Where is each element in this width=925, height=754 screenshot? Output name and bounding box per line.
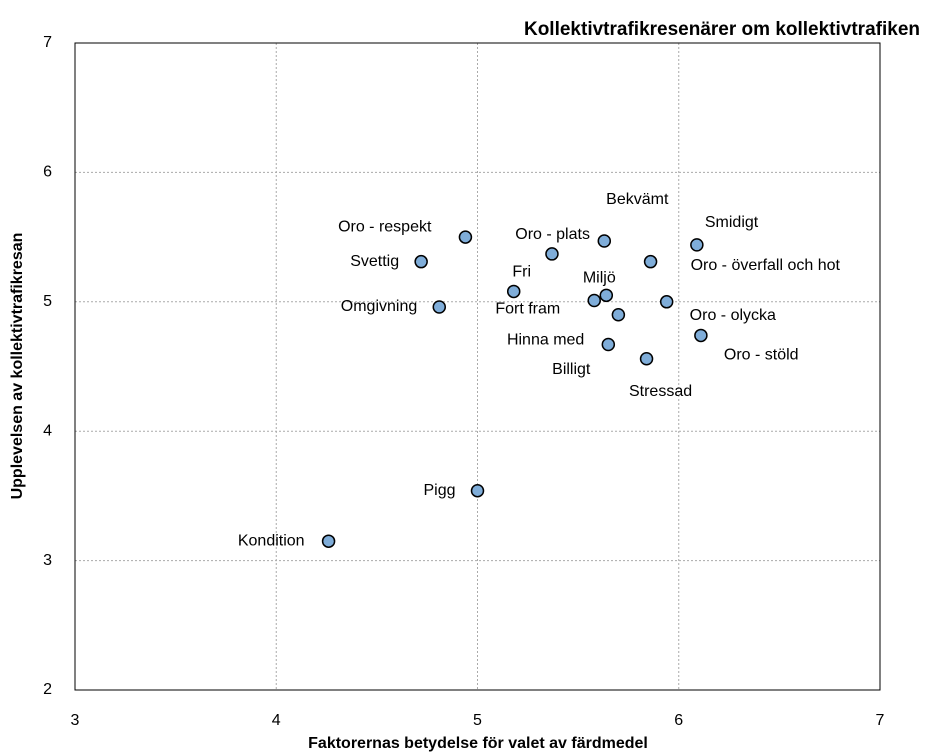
point-label: Oro - olycka: [690, 307, 776, 324]
point-label: Oro - stöld: [724, 347, 799, 364]
point: [432, 300, 447, 314]
point: [690, 238, 704, 252]
point-label: Oro - respekt: [338, 218, 432, 235]
x-tick-label: 4: [272, 712, 281, 729]
point: [639, 351, 654, 366]
y-axis-label: Upplevelsen av kollektivtrafikresan: [9, 233, 26, 500]
point: [694, 328, 708, 343]
y-tick-label: 6: [43, 164, 52, 181]
point-label: Oro - överfall och hot: [691, 257, 841, 274]
point-label: Oro - plats: [515, 226, 590, 243]
point-label: Stressad: [629, 383, 692, 400]
point: [599, 288, 614, 303]
point: [506, 284, 521, 299]
point: [470, 483, 485, 498]
point: [458, 230, 473, 244]
y-tick-label: 4: [43, 422, 52, 439]
point: [659, 295, 674, 309]
point: [587, 293, 601, 308]
x-axis-label: Faktorernas betydelse för valet av färdm…: [308, 735, 648, 752]
point-label: Kondition: [238, 532, 305, 549]
point-label: Billigt: [552, 361, 591, 378]
point: [611, 307, 626, 322]
y-tick-label: 2: [43, 681, 52, 698]
y-tick-label: 7: [43, 34, 52, 51]
y-tick-label: 5: [43, 293, 52, 310]
y-tick-label: 3: [43, 552, 52, 569]
point: [321, 534, 336, 548]
point: [643, 254, 658, 269]
chart-title: Kollektivtrafikresenärer om kollektivtra…: [524, 19, 920, 40]
point: [601, 337, 616, 352]
point-label: Fort fram: [495, 301, 560, 318]
point: [597, 234, 612, 248]
point-label: Bekvämt: [606, 191, 669, 208]
x-tick-label: 6: [674, 712, 683, 729]
point-label: Smidigt: [705, 214, 759, 231]
point-label: Omgivning: [341, 298, 417, 315]
x-tick-label: 5: [473, 712, 482, 729]
plot-frame: [74, 42, 881, 691]
point-label: Hinna med: [507, 332, 584, 349]
point-label: Svettig: [350, 253, 399, 270]
point: [545, 247, 559, 261]
point-label: Fri: [512, 264, 531, 281]
x-tick-label: 7: [876, 712, 885, 729]
point-label: Pigg: [423, 482, 455, 499]
x-tick-label: 3: [71, 712, 80, 729]
point: [414, 254, 428, 269]
point-label: Miljö: [583, 270, 616, 287]
